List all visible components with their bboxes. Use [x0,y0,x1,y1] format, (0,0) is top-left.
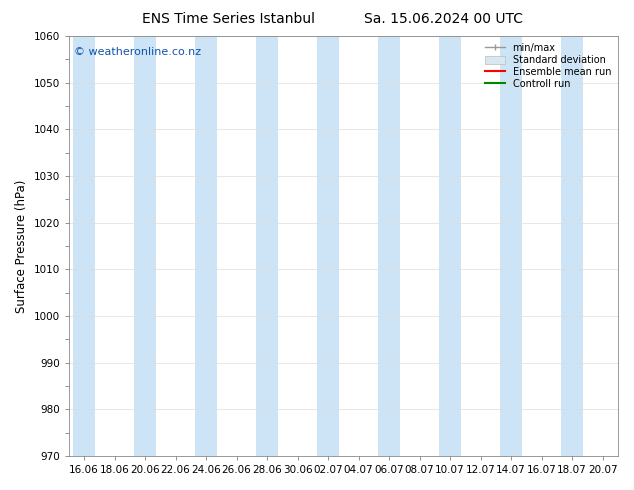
Text: ENS Time Series Istanbul: ENS Time Series Istanbul [142,12,314,26]
Legend: min/max, Standard deviation, Ensemble mean run, Controll run: min/max, Standard deviation, Ensemble me… [483,41,613,91]
Bar [500,36,522,456]
Bar [318,36,339,456]
Bar [74,36,94,456]
Bar [562,36,583,456]
Bar [256,36,278,456]
Text: Sa. 15.06.2024 00 UTC: Sa. 15.06.2024 00 UTC [365,12,523,26]
Text: © weatheronline.co.nz: © weatheronline.co.nz [74,47,202,57]
Y-axis label: Surface Pressure (hPa): Surface Pressure (hPa) [15,179,28,313]
Bar [378,36,400,456]
Bar [195,36,217,456]
Bar [439,36,461,456]
Bar [134,36,156,456]
